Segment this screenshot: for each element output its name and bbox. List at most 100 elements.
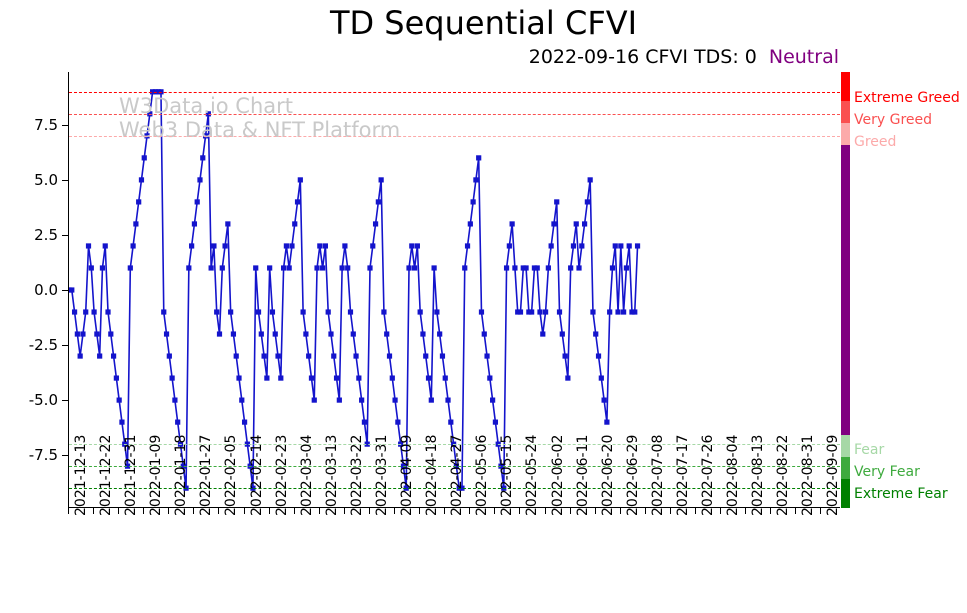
subtitle-text: 2022-09-16 CFVI TDS: 0: [528, 46, 757, 68]
data-point-marker: [386, 353, 393, 359]
y-tick-mark: [62, 345, 68, 347]
y-tick-label: -7.5: [28, 446, 58, 465]
data-point-marker: [308, 375, 315, 381]
data-point-marker: [219, 265, 225, 271]
x-tick-mark: [795, 508, 797, 514]
data-point-marker: [573, 221, 579, 227]
data-point-marker: [598, 375, 604, 381]
data-point-marker: [470, 199, 476, 205]
x-tick-label: 2022-05-06: [474, 434, 491, 516]
x-tick-label: 2022-08-31: [800, 434, 817, 516]
colorbar-label-very-fear: Very Fear: [854, 464, 920, 481]
data-point-marker: [294, 199, 301, 205]
x-tick-label: 2022-03-31: [373, 434, 390, 516]
data-point-marker: [320, 265, 326, 271]
data-point-marker: [110, 353, 117, 359]
data-point-marker: [389, 375, 395, 381]
x-tick-label: 2022-08-22: [775, 434, 792, 516]
data-point-marker: [503, 265, 510, 271]
data-point-marker: [194, 199, 200, 205]
data-point-marker: [166, 353, 172, 359]
data-point-marker: [359, 397, 365, 403]
x-tick-mark: [569, 508, 571, 514]
x-tick-mark: [193, 508, 195, 514]
data-point-marker: [381, 309, 387, 315]
data-point-marker: [607, 309, 613, 315]
data-point-marker: [570, 243, 577, 249]
fear-band: [841, 435, 850, 458]
x-tick-label: 2022-06-20: [599, 434, 616, 516]
x-tick-mark: [318, 508, 320, 514]
data-point-marker: [556, 309, 563, 315]
data-point-marker: [283, 243, 289, 249]
data-point-marker: [113, 375, 119, 381]
data-point-marker: [163, 331, 170, 337]
data-point-marker: [127, 265, 133, 271]
x-tick-mark: [444, 508, 446, 514]
data-point-marker: [361, 419, 368, 425]
very-greed-band: [841, 100, 850, 123]
data-point-marker: [490, 397, 496, 403]
data-point-marker: [406, 265, 412, 271]
data-point-marker: [119, 419, 125, 425]
subtitle-state: Neutral: [768, 46, 839, 68]
data-point-marker: [353, 353, 359, 359]
data-point-marker: [69, 287, 75, 293]
very-fear-band: [841, 457, 850, 480]
colorbar-label-extreme-greed: Extreme Greed: [854, 89, 960, 106]
data-point-marker: [108, 331, 114, 337]
data-point-marker: [300, 309, 306, 315]
data-point-marker: [317, 243, 323, 249]
y-tick-label: 2.5: [34, 225, 58, 244]
data-point-marker: [439, 353, 446, 359]
data-point-marker: [476, 155, 482, 161]
data-point-marker: [161, 309, 167, 315]
data-point-marker: [582, 221, 588, 227]
x-tick-label: 2022-03-04: [298, 434, 315, 516]
x-tick-mark: [594, 508, 596, 514]
data-point-marker: [551, 221, 557, 227]
data-point-marker: [395, 419, 401, 425]
y-tick-mark: [62, 290, 68, 291]
x-tick-mark: [695, 508, 697, 514]
extreme-fear-band: [841, 479, 850, 508]
data-point-marker: [130, 243, 136, 249]
threshold-line-very-fear: [69, 466, 840, 468]
data-point-marker: [230, 331, 237, 337]
y-tick-mark: [62, 179, 68, 181]
data-point-marker: [378, 177, 384, 183]
data-point-marker: [414, 243, 420, 249]
x-tick-mark: [118, 508, 120, 514]
data-point-marker: [208, 265, 214, 271]
data-point-marker: [451, 441, 457, 447]
data-point-marker: [629, 309, 635, 315]
data-point-marker: [604, 419, 610, 425]
data-point-marker: [587, 177, 593, 183]
x-tick-label: 2022-03-13: [323, 434, 340, 516]
data-point-marker: [464, 243, 471, 249]
data-point-marker: [545, 265, 551, 271]
data-point-marker: [434, 309, 440, 315]
data-point-marker: [269, 309, 276, 315]
data-point-marker: [487, 375, 493, 381]
data-point-marker: [94, 331, 100, 337]
data-point-marker: [523, 265, 529, 271]
data-point-marker: [411, 265, 418, 271]
x-tick-mark: [469, 508, 471, 514]
x-tick-label: 2022-01-18: [173, 434, 190, 516]
threshold-line-extreme-greed: [69, 91, 840, 93]
extreme-greed-band: [841, 72, 850, 101]
data-point-marker: [71, 309, 78, 315]
data-point-marker: [565, 375, 571, 381]
x-tick-mark: [268, 508, 270, 514]
greed-band: [841, 122, 850, 145]
data-point-marker: [615, 309, 621, 315]
x-tick-mark: [168, 508, 170, 514]
colorbar-label-very-greed: Very Greed: [854, 111, 933, 128]
data-point-marker: [222, 243, 228, 249]
colorbar-label-greed: Greed: [854, 133, 897, 150]
data-point-marker: [367, 265, 373, 271]
data-point-marker: [495, 441, 501, 447]
colorbar-label-fear: Fear: [854, 442, 885, 459]
data-point-marker: [172, 397, 178, 403]
